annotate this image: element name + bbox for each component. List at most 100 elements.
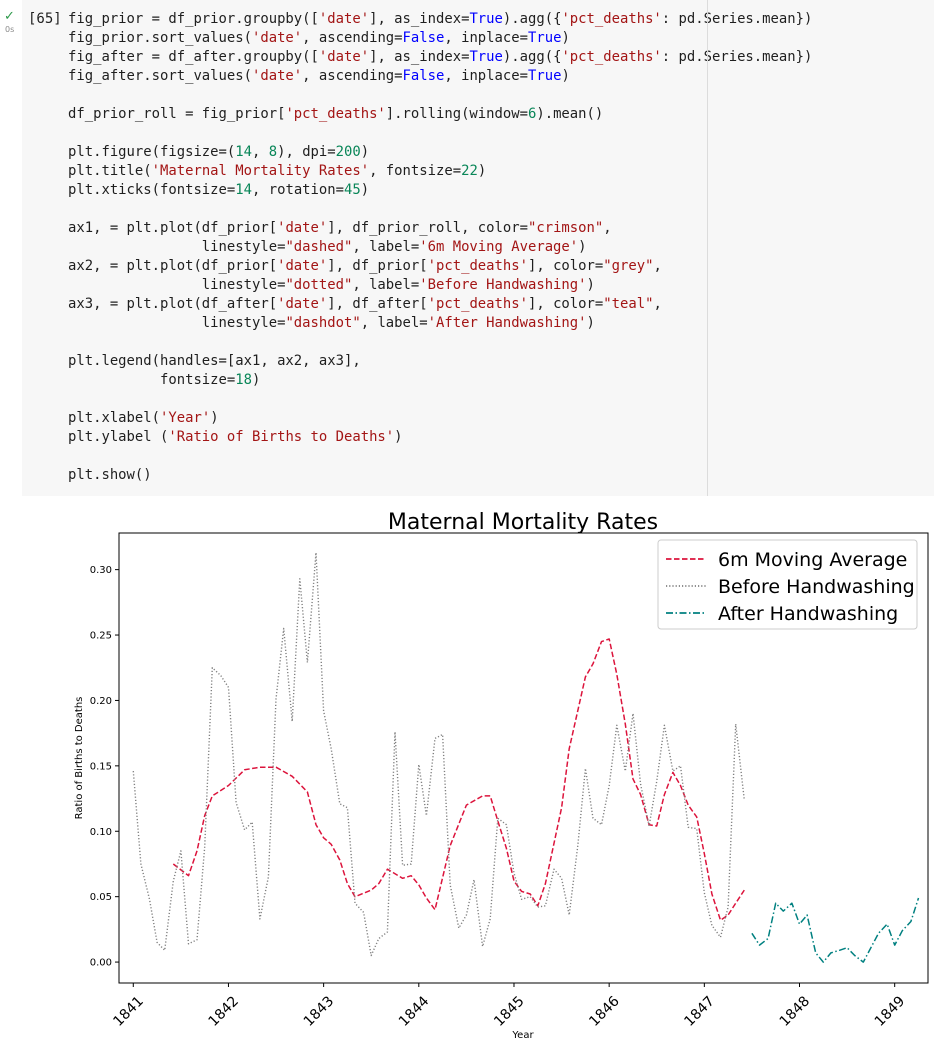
code-token: plt.legend(handles=[ax1, ax2, ax3], — [68, 353, 361, 369]
execution-count: [65] — [28, 11, 62, 27]
code-token: , — [653, 258, 662, 274]
run-duration: 0s — [5, 25, 15, 34]
run-success-icon: ✓ — [4, 9, 15, 24]
code-token: 'date' — [251, 68, 303, 84]
code-token: 18 — [235, 372, 252, 388]
code-token: , — [603, 220, 612, 236]
x-tick-label: 1842 — [206, 993, 243, 1030]
code-token: ) — [477, 163, 487, 179]
notebook-code-cell[interactable]: ✓ 0s [65] fig_prior = df_prior.groupby([… — [0, 0, 934, 496]
code-line: ax2, = plt.plot(df_prior['date'], df_pri… — [68, 258, 662, 274]
code-token: ], as_index= — [369, 49, 470, 65]
code-token: , ascending= — [302, 68, 403, 84]
code-token: ).mean() — [536, 106, 604, 122]
x-tick-label: 1849 — [872, 993, 909, 1030]
code-token: "dashdot" — [285, 315, 361, 331]
code-token: 'Before Handwashing' — [419, 277, 587, 293]
code-text[interactable]: fig_prior = df_prior.groupby(['date'], a… — [68, 10, 812, 485]
x-tick-label: 1846 — [586, 993, 623, 1030]
code-token: "crimson" — [527, 220, 604, 236]
code-token: plt.ylabel ( — [68, 429, 169, 445]
legend-label: After Handwashing — [718, 603, 898, 625]
code-line: plt.figure(figsize=(14, 8), dpi=200) — [68, 144, 369, 160]
code-token: , fontsize= — [369, 163, 462, 179]
y-axis: 0.00 0.05 0.10 0.15 0.20 0.25 0.30 — [90, 565, 119, 969]
code-line: ax3, = plt.plot(df_after['date'], df_aft… — [68, 296, 662, 312]
code-token: linestyle= — [68, 277, 286, 293]
code-line: df_prior_roll = fig_prior['pct_deaths'].… — [68, 106, 603, 122]
code-token: "teal" — [603, 296, 654, 312]
code-line: plt.title('Maternal Mortality Rates', fo… — [68, 163, 486, 179]
code-token: 'pct_deaths' — [561, 11, 662, 27]
code-token: , label= — [352, 277, 420, 293]
code-line: linestyle="dashdot", label='After Handwa… — [68, 315, 595, 331]
code-line: plt.legend(handles=[ax1, ax2, ax3], — [68, 353, 361, 369]
code-line: fig_prior = df_prior.groupby(['date'], a… — [68, 11, 812, 27]
code-token: 'Maternal Mortality Rates' — [151, 163, 370, 179]
code-token: ], color= — [527, 296, 604, 312]
code-token: "dotted" — [285, 277, 353, 293]
code-token: df_prior_roll = fig_prior[ — [68, 106, 286, 122]
code-token: 'Year' — [160, 410, 211, 426]
code-token: True — [469, 11, 503, 27]
code-token: ), dpi= — [277, 144, 336, 160]
series-line-dashdot — [751, 897, 920, 963]
code-token: fig_after = df_after.groupby([ — [68, 49, 319, 65]
code-token: True — [528, 68, 562, 84]
code-line: plt.xlabel('Year') — [68, 410, 219, 426]
code-token: ) — [578, 239, 587, 255]
code-token: 22 — [461, 163, 478, 179]
code-token: 14 — [235, 182, 252, 198]
legend-label: 6m Moving Average — [718, 549, 907, 571]
code-token: ax2, = plt.plot(df_prior[ — [68, 258, 278, 274]
code-token: 14 — [235, 144, 252, 160]
chart-figure: Maternal Mortality Rates 1841 1842 1843 184… — [74, 510, 929, 1041]
code-token: 'date' — [277, 296, 328, 312]
cell-output: Maternal Mortality Rates 1841 1842 1843 184… — [0, 500, 934, 1058]
x-tick-label: 1848 — [777, 993, 814, 1030]
code-token: 'pct_deaths' — [427, 296, 528, 312]
code-token: True — [528, 30, 562, 46]
code-token: 'After Handwashing' — [427, 315, 587, 331]
code-token: ], df_after[ — [327, 296, 428, 312]
code-token: : pd.Series.mean}) — [661, 11, 813, 27]
code-token: fig_prior.sort_values( — [68, 30, 252, 46]
code-token: "dashed" — [285, 239, 353, 255]
code-token: ) — [586, 277, 595, 293]
y-tick-label: 0.00 — [90, 958, 112, 969]
x-tick-label: 1843 — [301, 993, 338, 1030]
x-axis: 1841 1842 1843 1844 1845 1846 1847 1848 1849 — [110, 983, 908, 1030]
code-token: '6m Moving Average' — [419, 239, 579, 255]
y-tick-label: 0.10 — [90, 827, 112, 838]
code-line: fig_after = df_after.groupby(['date'], a… — [68, 49, 812, 65]
code-token: fig_prior = df_prior.groupby([ — [68, 11, 319, 27]
legend-box — [657, 539, 918, 630]
code-token: 'date' — [251, 30, 303, 46]
code-token: 'date' — [318, 49, 370, 65]
code-token: 'date' — [277, 220, 328, 236]
x-tick-label: 1847 — [681, 993, 718, 1030]
code-token: False — [402, 30, 445, 46]
code-line: ax1, = plt.plot(df_prior['date'], df_pri… — [68, 220, 612, 236]
plot-area — [132, 551, 920, 963]
code-token: plt.xlabel( — [68, 410, 160, 426]
code-token: ) — [360, 182, 370, 198]
code-line: linestyle="dashed", label='6m Moving Ave… — [68, 239, 587, 255]
code-token: 6 — [527, 106, 537, 122]
code-token: plt.title( — [68, 163, 152, 179]
code-token: ) — [210, 410, 219, 426]
code-token: 'date' — [277, 258, 328, 274]
y-axis-label: Ratio of Births to Deaths — [74, 697, 85, 820]
code-token: 200 — [335, 144, 361, 160]
code-line: plt.xticks(fontsize=14, rotation=45) — [68, 182, 369, 198]
code-token: linestyle= — [68, 239, 286, 255]
y-tick-label: 0.25 — [90, 631, 112, 642]
code-line: linestyle="dotted", label='Before Handwa… — [68, 277, 595, 293]
code-editor[interactable] — [22, 0, 934, 496]
y-tick-label: 0.30 — [90, 565, 112, 576]
code-token: False — [402, 68, 445, 84]
code-token: , inplace= — [444, 68, 528, 84]
code-token: ], as_index= — [369, 11, 470, 27]
y-tick-label: 0.05 — [90, 892, 112, 903]
chart-title: Maternal Mortality Rates — [388, 510, 658, 535]
